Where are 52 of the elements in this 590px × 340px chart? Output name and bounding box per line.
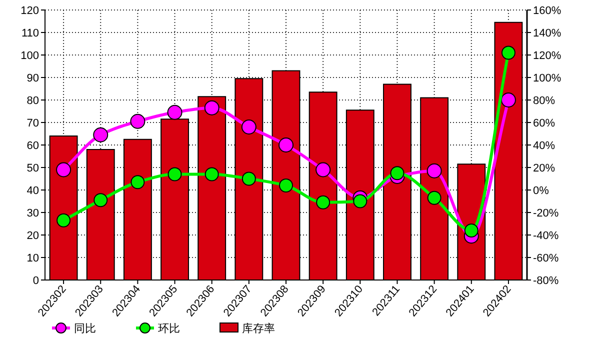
point: [353, 194, 368, 208]
point: [56, 162, 72, 178]
point: [316, 195, 330, 210]
y2-tick-label: 20%: [533, 162, 556, 174]
y-tick-label: 20: [26, 230, 39, 242]
point: [501, 46, 516, 60]
y-tick-label: 10: [26, 252, 39, 264]
point: [316, 162, 331, 178]
y2-tick-label: -40%: [533, 230, 559, 242]
point: [204, 100, 220, 116]
point: [278, 138, 294, 152]
legend-label: 环比: [158, 322, 180, 335]
point: [93, 127, 108, 142]
legend-label: 同比: [74, 322, 96, 335]
point: [94, 193, 108, 208]
point: [56, 213, 71, 228]
y2-tick-label: -20%: [533, 208, 559, 220]
y-tick-label: 80: [26, 95, 39, 107]
y-tick-label: 30: [26, 208, 39, 220]
point: [464, 224, 478, 238]
point: [168, 167, 182, 182]
legend-label: 库存率: [242, 322, 275, 335]
y-tick-label: 0: [32, 275, 39, 287]
y2-tick-label: 60%: [533, 118, 556, 130]
point: [426, 163, 442, 178]
point: [427, 190, 442, 205]
y2-tick-label: -60%: [533, 252, 559, 264]
y-tick-label: 100: [20, 50, 39, 62]
y2-tick-label: -80%: [533, 275, 559, 287]
y-tick-label: 110: [21, 28, 39, 40]
y-tick-label: 90: [26, 72, 39, 84]
y-tick-label: 50: [26, 162, 39, 174]
point: [279, 178, 293, 192]
point: [130, 175, 145, 190]
point: [130, 114, 146, 129]
y2-tick-label: 100%: [533, 72, 562, 84]
y2-tick-label: 0%: [533, 185, 550, 197]
y-tick-label: 60: [26, 140, 39, 152]
y2-tick-label: 40%: [533, 140, 556, 152]
y2-tick-label: 120%: [533, 50, 562, 62]
y-tick-label: 120: [20, 5, 39, 17]
y2-tick-label: 160%: [533, 5, 562, 17]
point: [242, 172, 256, 186]
point: [390, 166, 404, 180]
point: [500, 92, 516, 108]
point: [167, 104, 182, 120]
y2-tick-label: 80%: [533, 95, 556, 107]
y-tick-label: 40: [26, 185, 39, 197]
point: [241, 120, 256, 134]
point: [204, 167, 219, 182]
y-tick-label: 70: [26, 118, 39, 130]
y2-tick-label: 140%: [533, 28, 562, 40]
